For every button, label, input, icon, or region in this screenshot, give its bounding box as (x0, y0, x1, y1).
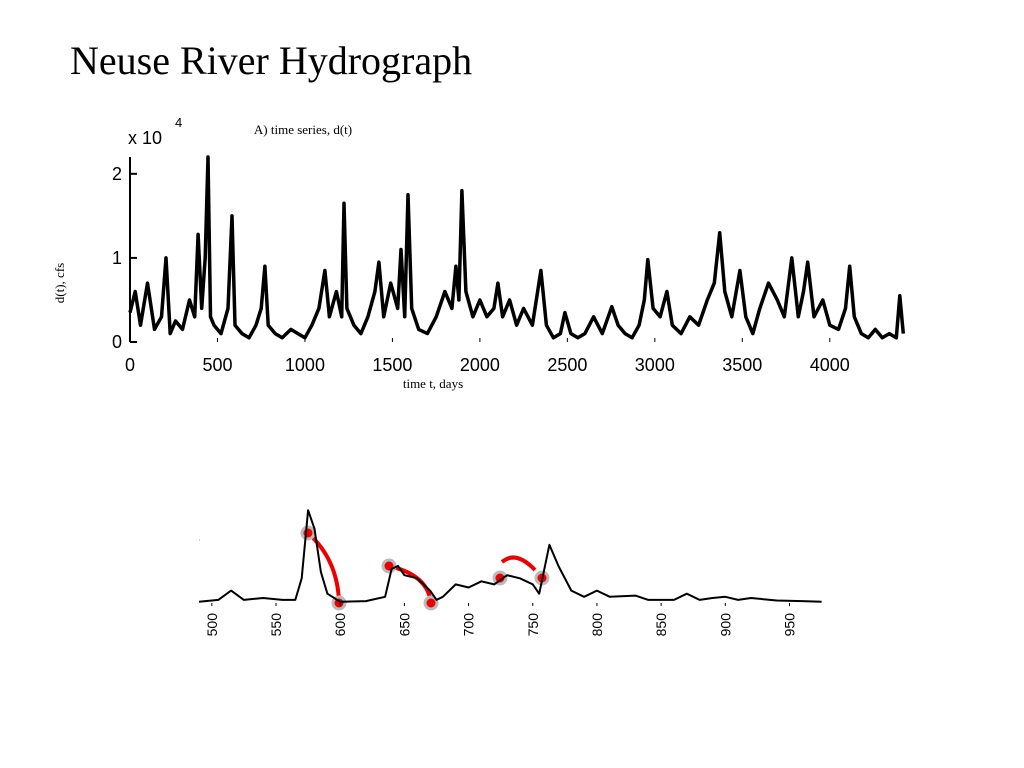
x-tick-label: 650 (396, 613, 412, 637)
x-tick-label: 2500 (547, 355, 587, 375)
chart-title: A) time series, d(t) (254, 122, 352, 137)
data-line (128, 155, 906, 340)
x-tick-label: 1500 (372, 355, 412, 375)
x-tick-label: 700 (461, 613, 477, 637)
x-tick-label: 0 (125, 355, 135, 375)
x-tick-label: 4000 (810, 355, 850, 375)
x-tick-label: 600 (332, 613, 348, 637)
x-tick-label: 800 (589, 613, 605, 637)
y-axis-label: d(t), cfs (52, 263, 67, 303)
y-multiplier-exponent: 4 (175, 115, 182, 130)
x-tick-label: 500 (204, 613, 220, 637)
x-tick-label: 850 (653, 613, 669, 637)
x-tick-label: 3500 (722, 355, 762, 375)
x-tick-label: 900 (717, 613, 733, 637)
y-multiplier: x 10 (128, 128, 162, 148)
y-tick-label: 2 (112, 164, 122, 184)
y-tick-label: 1 (112, 248, 122, 268)
recession-annotations (300, 525, 550, 611)
x-tick-label: 750 (525, 613, 541, 637)
y-tick-label: 0 (112, 332, 122, 352)
slide-title: Neuse River Hydrograph (70, 38, 472, 83)
x-tick-label: 550 (268, 613, 284, 637)
data-line (198, 509, 822, 603)
x-tick-label: 3000 (635, 355, 675, 375)
x-tick-label: 950 (781, 613, 797, 637)
x-tick-label: 500 (202, 355, 232, 375)
x-axis-label: time t, days (403, 376, 463, 391)
x-tick-label: 1000 (285, 355, 325, 375)
x-tick-label: 2000 (460, 355, 500, 375)
